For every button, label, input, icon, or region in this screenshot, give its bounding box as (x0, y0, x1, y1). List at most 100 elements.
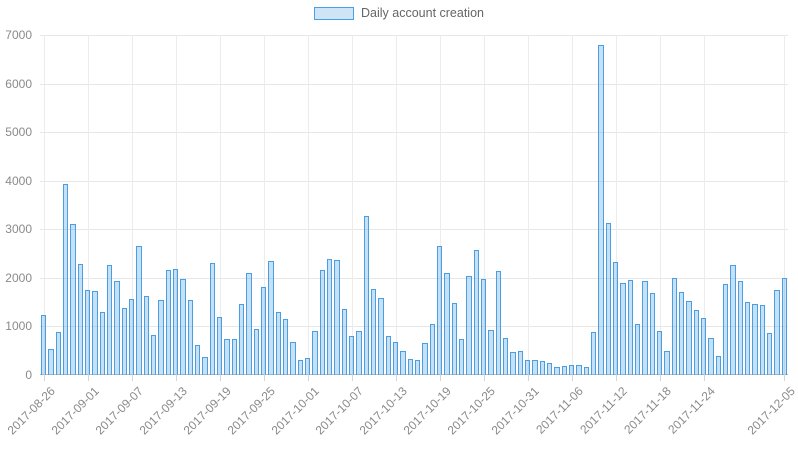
bar[interactable] (612, 261, 619, 375)
bar[interactable] (744, 302, 751, 375)
bar[interactable] (737, 280, 744, 375)
bar[interactable] (370, 289, 377, 375)
bar[interactable] (642, 280, 648, 375)
bar[interactable] (554, 366, 560, 375)
bar[interactable] (392, 341, 399, 375)
bar[interactable] (260, 286, 267, 375)
bar[interactable] (114, 280, 120, 375)
bar[interactable] (304, 357, 311, 375)
bar[interactable] (576, 364, 582, 375)
bar[interactable] (378, 298, 384, 375)
bar[interactable] (385, 336, 392, 375)
bar[interactable] (77, 264, 84, 375)
bar[interactable] (334, 260, 340, 375)
bar[interactable] (458, 339, 465, 375)
bar[interactable] (451, 302, 458, 375)
bar[interactable] (202, 356, 208, 375)
bar[interactable] (216, 316, 223, 375)
bar[interactable] (664, 350, 670, 375)
bar[interactable] (671, 278, 678, 375)
bar[interactable] (55, 331, 62, 375)
bar[interactable] (84, 290, 91, 375)
bar[interactable] (561, 365, 568, 375)
bar[interactable] (165, 270, 172, 375)
bar[interactable] (282, 319, 289, 375)
bar[interactable] (708, 337, 714, 375)
bar[interactable] (363, 216, 370, 375)
bar[interactable] (722, 283, 729, 375)
bar[interactable] (583, 367, 590, 375)
bar[interactable] (546, 362, 553, 375)
bar[interactable] (158, 300, 164, 375)
bar[interactable] (517, 350, 524, 375)
bar[interactable] (656, 330, 663, 375)
bar[interactable] (678, 292, 685, 375)
bar[interactable] (348, 335, 355, 375)
bar[interactable] (473, 250, 480, 375)
bar[interactable] (121, 308, 128, 375)
bar[interactable] (253, 328, 260, 375)
bar[interactable] (150, 335, 157, 375)
bar[interactable] (319, 269, 326, 375)
bar[interactable] (444, 272, 450, 375)
bar[interactable] (297, 359, 304, 375)
bar[interactable] (143, 295, 150, 375)
bar[interactable] (752, 304, 758, 375)
bar[interactable] (172, 268, 179, 375)
legend-item-daily-account-creation[interactable]: Daily account creation (314, 6, 484, 20)
bar[interactable] (62, 184, 69, 375)
bar[interactable] (686, 300, 692, 375)
bar[interactable] (532, 360, 538, 375)
bar[interactable] (268, 260, 274, 375)
bar[interactable] (436, 245, 443, 375)
bar[interactable] (693, 309, 700, 375)
bar[interactable] (194, 344, 201, 375)
bar[interactable] (341, 309, 348, 375)
bar[interactable] (400, 350, 406, 375)
bar[interactable] (781, 277, 788, 375)
bar[interactable] (598, 44, 604, 375)
bar[interactable] (246, 272, 252, 375)
bar[interactable] (180, 278, 186, 375)
bar[interactable] (414, 359, 421, 375)
bar[interactable] (539, 361, 546, 375)
bar[interactable] (502, 338, 509, 375)
bar[interactable] (590, 331, 597, 375)
bar[interactable] (766, 332, 773, 375)
bar[interactable] (488, 329, 494, 375)
bar[interactable] (480, 279, 487, 375)
bar[interactable] (568, 365, 575, 375)
bar[interactable] (106, 265, 113, 375)
bar[interactable] (290, 342, 296, 375)
bar[interactable] (136, 245, 142, 375)
bar[interactable] (700, 317, 707, 375)
bar[interactable] (128, 299, 135, 375)
bar[interactable] (231, 338, 238, 375)
bar[interactable] (524, 359, 531, 375)
bar[interactable] (40, 315, 47, 375)
bar[interactable] (730, 264, 736, 375)
bar[interactable] (510, 352, 516, 375)
bar[interactable] (649, 293, 656, 375)
bar[interactable] (715, 356, 722, 375)
bar[interactable] (759, 305, 766, 375)
bar[interactable] (422, 343, 428, 375)
bar[interactable] (495, 271, 502, 375)
bar[interactable] (275, 311, 282, 375)
bar[interactable] (356, 330, 362, 375)
bar[interactable] (99, 312, 106, 375)
bar[interactable] (238, 304, 245, 375)
bar[interactable] (634, 323, 641, 375)
bar[interactable] (774, 289, 780, 375)
bar[interactable] (92, 290, 98, 375)
bar[interactable] (326, 258, 333, 375)
bar[interactable] (466, 275, 472, 375)
bar[interactable] (429, 323, 436, 375)
bar[interactable] (187, 300, 194, 375)
bar[interactable] (605, 223, 612, 375)
bar[interactable] (224, 339, 230, 375)
bar[interactable] (312, 331, 318, 375)
bar[interactable] (48, 349, 54, 375)
bar[interactable] (627, 279, 634, 375)
bar[interactable] (209, 263, 216, 375)
